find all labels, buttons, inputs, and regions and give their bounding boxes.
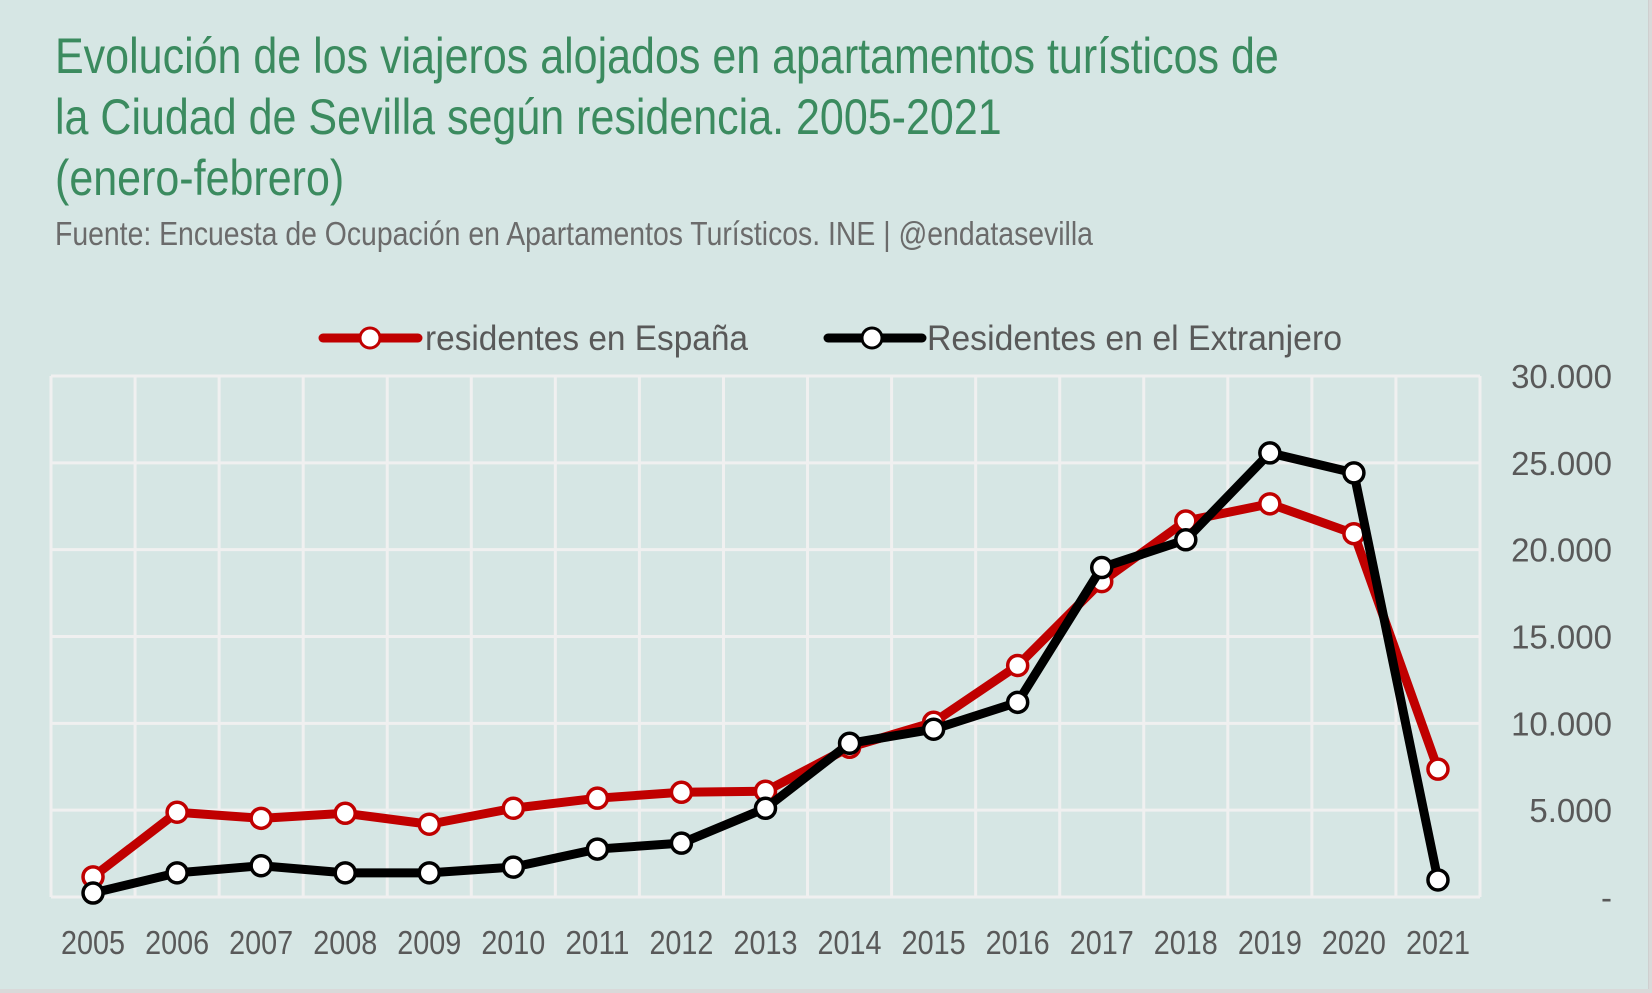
chart-title-line-3: (enero-febrero) bbox=[55, 150, 345, 206]
x-tick-label: 2017 bbox=[1070, 924, 1134, 961]
data-point bbox=[1174, 528, 1198, 552]
data-point bbox=[1342, 461, 1366, 485]
legend-item-extranjero: Residentes en el Extranjero bbox=[823, 319, 1342, 358]
series-espana bbox=[81, 492, 1450, 889]
y-tick-label: 20.000 bbox=[1511, 532, 1612, 569]
legend-item-espana: residentes en España bbox=[318, 319, 748, 358]
data-point bbox=[1005, 690, 1030, 715]
data-point bbox=[585, 786, 610, 810]
data-point bbox=[1426, 757, 1450, 781]
x-tick-label: 2007 bbox=[229, 924, 293, 961]
series-line bbox=[88, 448, 1443, 898]
chart-title-line-1: Evolución de los viajeros alojados en ap… bbox=[55, 28, 1279, 84]
x-tick-label: 2015 bbox=[902, 924, 966, 961]
x-axis: 2005 2006 2007 2008 2009 2010 2011 2012 2013 2014… bbox=[61, 924, 1470, 961]
data-point bbox=[165, 861, 189, 885]
data-point bbox=[333, 801, 357, 826]
data-point bbox=[165, 800, 189, 825]
x-tick-label: 2018 bbox=[1154, 924, 1218, 961]
x-tick-label: 2005 bbox=[61, 924, 125, 961]
x-tick-label: 2009 bbox=[397, 924, 461, 961]
y-tick-label: 25.000 bbox=[1511, 445, 1612, 482]
legend-label-extranjero: Residentes en el Extranjero bbox=[927, 319, 1342, 358]
x-tick-label: 2020 bbox=[1322, 924, 1386, 961]
x-tick-label: 2008 bbox=[313, 924, 377, 961]
x-tick-label: 2019 bbox=[1238, 924, 1302, 961]
data-point bbox=[1089, 555, 1114, 580]
data-point bbox=[837, 731, 862, 756]
y-tick-label: 10.000 bbox=[1511, 705, 1612, 742]
data-point bbox=[753, 796, 778, 821]
x-tick-label: 2011 bbox=[565, 924, 629, 961]
data-point bbox=[585, 837, 610, 861]
data-point bbox=[81, 881, 105, 905]
data-point bbox=[417, 812, 442, 836]
x-tick-label: 2012 bbox=[649, 924, 713, 961]
y-tick-label: 30.000 bbox=[1511, 358, 1612, 395]
data-point bbox=[669, 831, 694, 855]
chart-subtitle: Fuente: Encuesta de Ocupación en Apartam… bbox=[55, 215, 1093, 252]
data-point bbox=[417, 861, 442, 885]
series bbox=[81, 441, 1450, 905]
data-point bbox=[669, 780, 694, 805]
series-line bbox=[88, 499, 1443, 882]
y-tick-label: 15.000 bbox=[1511, 619, 1612, 656]
y-tick-label: 5.000 bbox=[1529, 792, 1612, 829]
data-point bbox=[921, 717, 946, 741]
data-point bbox=[249, 853, 273, 878]
legend: residentes en España Residentes en el Ex… bbox=[318, 319, 1342, 358]
series-extranjero bbox=[81, 441, 1450, 905]
legend-label-espana: residentes en España bbox=[425, 319, 748, 358]
data-point bbox=[501, 855, 526, 879]
x-tick-label: 2013 bbox=[734, 924, 798, 961]
x-tick-label: 2006 bbox=[145, 924, 209, 961]
data-point bbox=[1258, 492, 1282, 516]
x-tick-label: 2014 bbox=[818, 924, 882, 961]
x-tick-label: 2021 bbox=[1406, 924, 1470, 961]
x-tick-label: 2010 bbox=[481, 924, 545, 961]
legend-marker-extranjero bbox=[860, 326, 884, 350]
y-axis: - 5.000 10.000 15.000 20.000 25.000 30.000 bbox=[1511, 358, 1612, 916]
data-point bbox=[1258, 441, 1282, 465]
y-tick-label: - bbox=[1601, 879, 1612, 916]
data-point bbox=[1005, 653, 1030, 678]
data-point bbox=[1426, 868, 1450, 892]
x-tick-label: 2016 bbox=[986, 924, 1050, 961]
chart-title-line-2: la Ciudad de Sevilla según residencia. 2… bbox=[55, 89, 1002, 145]
data-point bbox=[249, 806, 273, 831]
data-point bbox=[501, 796, 526, 821]
legend-marker-espana bbox=[358, 326, 382, 350]
data-point bbox=[333, 861, 357, 885]
